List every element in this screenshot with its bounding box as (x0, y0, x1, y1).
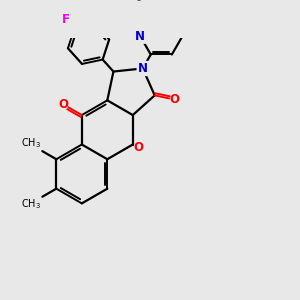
Text: CH$_3$: CH$_3$ (21, 197, 41, 211)
Text: N: N (135, 30, 145, 43)
Text: O: O (134, 141, 144, 154)
Text: CH$_3$: CH$_3$ (21, 136, 41, 150)
Text: O: O (170, 93, 180, 106)
Text: CH$_3$: CH$_3$ (122, 0, 142, 4)
Text: O: O (58, 98, 69, 111)
Text: F: F (62, 13, 70, 26)
Text: N: N (138, 62, 148, 75)
